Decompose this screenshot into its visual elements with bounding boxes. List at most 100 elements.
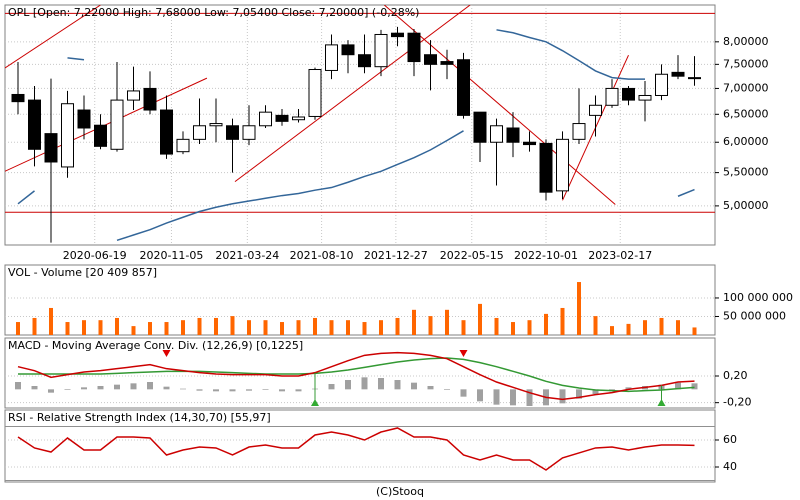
- volume-bar: [544, 313, 548, 335]
- histogram-bar: [295, 389, 302, 392]
- histogram-bar: [147, 382, 153, 390]
- volume-bar: [379, 320, 383, 335]
- y-tick-label: 7,50000: [723, 57, 769, 70]
- y-tick-label: 100 000 000: [723, 291, 793, 304]
- histogram-bar: [229, 389, 236, 392]
- x-tick-label: 2023-02-17: [588, 249, 652, 262]
- sell-signal: [162, 350, 171, 357]
- x-tick-label: 2020-11-05: [139, 249, 203, 262]
- candle-body: [655, 73, 668, 96]
- candle-body: [424, 54, 437, 65]
- y-tick-label: 40: [723, 460, 737, 473]
- x-tick-label: 2022-05-15: [440, 249, 504, 262]
- histogram-bar: [97, 386, 104, 390]
- buy-signal: [657, 399, 666, 406]
- candle-body: [292, 116, 305, 121]
- candle-body: [226, 125, 239, 140]
- histogram-bar: [345, 380, 351, 390]
- sell-signal: [459, 350, 468, 357]
- histogram-bar: [15, 382, 21, 390]
- candle-body: [506, 127, 520, 143]
- y-tick-label: 60: [723, 433, 737, 446]
- plot-area: [5, 282, 715, 335]
- candle-body: [473, 111, 487, 143]
- y-tick-label: 50 000 000: [723, 309, 786, 322]
- histogram-bar: [213, 389, 219, 392]
- histogram-bar: [460, 389, 467, 397]
- candle-body: [605, 87, 619, 106]
- candle-body: [44, 133, 58, 163]
- candle-body: [688, 77, 701, 80]
- histogram-bar: [493, 389, 500, 405]
- footer: (C)Stooq: [376, 485, 424, 498]
- volume-bar: [461, 320, 466, 335]
- histogram-bar: [510, 389, 516, 406]
- volume-bar: [296, 320, 301, 335]
- histogram-bar: [559, 389, 566, 404]
- candle-body: [457, 59, 470, 116]
- volume-bar: [16, 322, 20, 335]
- histogram-bar: [394, 380, 401, 390]
- candle-body: [440, 61, 454, 65]
- y-tick-label: 8,00000: [723, 35, 769, 48]
- y-tick-label: 7,00000: [723, 81, 769, 94]
- candle-body: [539, 142, 553, 193]
- volume-bar: [428, 316, 433, 335]
- volume-bar: [280, 322, 284, 335]
- histogram-bar: [675, 382, 681, 390]
- histogram-bar: [361, 377, 368, 390]
- volume-bar: [478, 303, 482, 335]
- x-tick-label: 2021-08-10: [290, 249, 354, 262]
- y-tick-label: 0,20: [723, 369, 748, 382]
- y-tick-label: 5,00000: [723, 199, 769, 212]
- candle-body: [407, 32, 421, 63]
- histogram-bar: [279, 389, 285, 392]
- volume-bar: [65, 322, 70, 335]
- volume-bar: [197, 317, 202, 335]
- volume-bar: [395, 317, 400, 335]
- volume-bar: [593, 316, 598, 335]
- candle-body: [259, 111, 272, 127]
- panel-title: RSI - Relative Strength Index (14,30,70)…: [8, 411, 271, 424]
- y-tick-label: 5,50000: [723, 166, 769, 179]
- candle-body: [61, 103, 74, 168]
- volume-bar: [313, 317, 317, 335]
- volume-bar: [626, 323, 631, 335]
- volume-bar: [362, 322, 367, 335]
- histogram-bar: [180, 388, 186, 390]
- volume-bar: [49, 307, 53, 335]
- histogram-bar: [427, 386, 434, 390]
- candle-body: [358, 54, 371, 68]
- x-tick-label: 2022-10-01: [514, 249, 578, 262]
- histogram-bar: [378, 378, 384, 390]
- histogram-bar: [130, 383, 137, 390]
- candle-body: [160, 109, 173, 155]
- volume-bar: [148, 322, 152, 335]
- candle-body: [638, 94, 652, 101]
- plot-area: [5, 425, 715, 482]
- buy-signal: [311, 399, 319, 406]
- trend-line: [383, 5, 616, 205]
- panel: [4, 409, 716, 483]
- histogram-bar: [444, 389, 450, 390]
- candle-body: [308, 69, 322, 117]
- candle-body: [110, 99, 124, 150]
- histogram-bar: [477, 389, 483, 402]
- candle-body: [572, 123, 586, 140]
- volume-bar: [445, 309, 449, 335]
- histogram-bar: [114, 384, 120, 390]
- candle-body: [143, 87, 157, 111]
- histogram-bar: [526, 389, 533, 406]
- moving-average: [17, 29, 695, 242]
- volume-bar: [692, 327, 697, 335]
- candle-body: [523, 141, 536, 146]
- macd-line: [17, 351, 695, 401]
- candle-body: [28, 99, 41, 150]
- volume-bar: [247, 320, 251, 335]
- y-tick-label: 6,00000: [723, 135, 769, 148]
- candle-body: [77, 109, 91, 129]
- candle-body: [391, 32, 404, 38]
- histogram-bar: [64, 389, 71, 390]
- histogram-bar: [48, 389, 54, 393]
